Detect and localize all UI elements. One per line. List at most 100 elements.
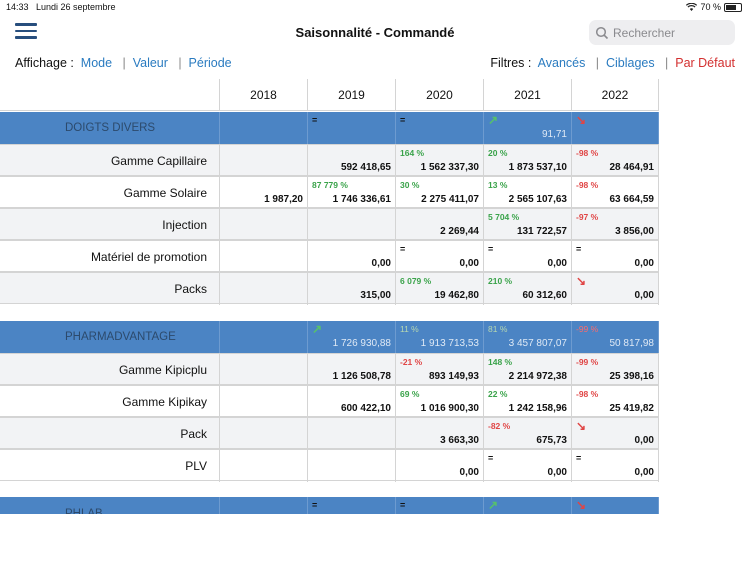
table-row[interactable]: Packs 315,00 6 079 % 19 462,80 210 % 60 312,6… [0, 272, 659, 305]
table-row[interactable]: Gamme Solaire 1 987,20 87 779 % 1 746 336,6… [0, 176, 659, 209]
table-cell: -98 % 25 419,82 [572, 386, 659, 418]
column-header: 2022 [572, 79, 659, 111]
cell-value: 0,00 [371, 258, 391, 269]
status-bar: 14:33 Lundi 26 septembre 70 % [0, 0, 750, 14]
table-cell: -98 % 63 664,59 [572, 177, 659, 209]
hamburger-menu-icon[interactable] [15, 23, 37, 39]
table-cell: 69 % 1 016 900,30 [396, 386, 484, 418]
row-label: Gamme Kipicplu [0, 354, 220, 386]
row-label: Pack [0, 418, 220, 450]
group-summary-cell [220, 321, 308, 353]
cell-value: 50 817,98 [609, 338, 655, 349]
cell-value: 893 149,93 [428, 371, 479, 382]
equal-indicator: = [400, 115, 406, 125]
table-cell: -82 % 675,73 [484, 418, 572, 450]
equal-indicator: = [400, 244, 406, 254]
battery-percent: 70 % [700, 2, 721, 12]
group-header[interactable]: PHARMADVANTAGE ↗ 1 726 930,88 11 % 1 913 713… [0, 321, 659, 353]
group-name: DOIGTS DIVERS [0, 112, 220, 144]
group-summary-cell: ↗ [484, 497, 572, 514]
filters-label: Filtres : [490, 56, 532, 70]
nav-bar: Saisonnalité - Commandé Rechercher [0, 14, 750, 48]
table-row[interactable]: Injection 2 269,44 5 704 % 131 722,57 -97 % 3… [0, 208, 659, 241]
percent-change: 5 704 % [488, 212, 520, 222]
column-header: 2021 [484, 79, 572, 111]
status-right: 70 % [686, 2, 742, 12]
par-defaut-link[interactable]: Par Défaut [675, 56, 735, 70]
percent-change: -82 % [488, 421, 511, 431]
cell-value: 675,73 [536, 435, 567, 446]
cell-value: 3 457 807,07 [508, 338, 567, 349]
group-summary-cell: ↗ 1 726 930,88 [308, 321, 396, 353]
table-cell [220, 354, 308, 386]
row-label: Gamme Capillaire [0, 145, 220, 177]
cell-value: 60 312,60 [522, 290, 568, 301]
percent-change: 81 % [488, 324, 508, 334]
table-cell: 22 % 1 242 158,96 [484, 386, 572, 418]
table-row[interactable]: Gamme Kipicplu 1 126 508,78 -21 % 893 149,9… [0, 353, 659, 386]
table-row[interactable]: Gamme Kipikay 600 422,10 69 % 1 016 900,30 2… [0, 385, 659, 418]
separator: | [178, 56, 182, 70]
percent-change: 13 % [488, 180, 508, 190]
table-cell: = 0,00 [572, 450, 659, 482]
cell-value: 2 565 107,63 [508, 194, 567, 205]
table-row[interactable]: Gamme Capillaire 592 418,65 164 % 1 562 337… [0, 144, 659, 177]
valeur-link[interactable]: Valeur [132, 56, 168, 70]
table-cell: = 0,00 [396, 241, 484, 273]
cell-value: 0,00 [634, 258, 654, 269]
table-cell [220, 241, 308, 273]
ciblages-link[interactable]: Ciblages [605, 56, 655, 70]
equal-indicator: = [488, 453, 494, 463]
trend-up-icon: ↗ [488, 113, 499, 127]
table-cell: 6 079 % 19 462,80 [396, 273, 484, 305]
group-header[interactable]: DOIGTS DIVERS = = ↗ 91,71 ↘ [0, 112, 659, 144]
table-cell [220, 450, 308, 482]
trend-down-icon: ↘ [576, 498, 587, 512]
table-cell: 30 % 2 275 411,07 [396, 177, 484, 209]
equal-indicator: = [400, 500, 406, 510]
cell-value: 25 419,82 [609, 403, 655, 414]
mode-link[interactable]: Mode [80, 56, 113, 70]
table-cell: 0,00 [396, 450, 484, 482]
table-cell: 2 269,44 [396, 209, 484, 241]
cell-value: 1 873 537,10 [508, 162, 567, 173]
equal-indicator: = [312, 115, 318, 125]
table-cell: ↘ 0,00 [572, 273, 659, 305]
equal-indicator: = [312, 500, 318, 510]
search-input[interactable]: Rechercher [589, 20, 735, 45]
display-options: Affichage : Mode | Valeur | Période [15, 56, 232, 70]
group-summary-cell: = [396, 497, 484, 514]
table-row[interactable]: Pack 3 663,30 -82 % 675,73 ↘ 0,00 [0, 417, 659, 450]
cell-value: 1 746 336,61 [332, 194, 391, 205]
percent-change: 148 % [488, 357, 513, 367]
page-title: Saisonnalité - Commandé [295, 25, 455, 40]
cell-value: 91,71 [541, 129, 567, 140]
table-cell [308, 209, 396, 241]
percent-change: 6 079 % [400, 276, 432, 286]
trend-up-icon: ↗ [488, 498, 499, 512]
separator: | [595, 56, 600, 70]
percent-change: 69 % [400, 389, 420, 399]
cell-value: 1 987,20 [264, 194, 303, 205]
table-cell: 87 779 % 1 746 336,61 [308, 177, 396, 209]
periode-link[interactable]: Période [188, 56, 232, 70]
cell-value: 592 418,65 [340, 162, 391, 173]
percent-change: -21 % [400, 357, 423, 367]
table-cell: 164 % 1 562 337,30 [396, 145, 484, 177]
separator: | [665, 56, 669, 70]
table-row[interactable]: PLV 0,00 = 0,00 = 0,00 [0, 449, 659, 482]
group-header[interactable]: PHLAB = = ↗ ↘ [0, 497, 659, 514]
cell-value: 2 269,44 [440, 226, 479, 237]
group-summary-cell: = [308, 112, 396, 144]
table-row[interactable]: Matériel de promotion 0,00 = 0,00 = 0,00 = 0,00 [0, 240, 659, 273]
cell-value: 2 275 411,07 [421, 194, 479, 205]
cell-value: 1 016 900,30 [420, 403, 479, 414]
cell-value: 131 722,57 [516, 226, 567, 237]
status-time: 14:33 [6, 2, 29, 12]
avances-link[interactable]: Avancés [537, 56, 586, 70]
cell-value: 25 398,16 [609, 371, 655, 382]
percent-change: -99 % [576, 357, 599, 367]
cell-value: 3 856,00 [615, 226, 654, 237]
percent-change: 30 % [400, 180, 420, 190]
cell-value: 0,00 [547, 467, 567, 478]
